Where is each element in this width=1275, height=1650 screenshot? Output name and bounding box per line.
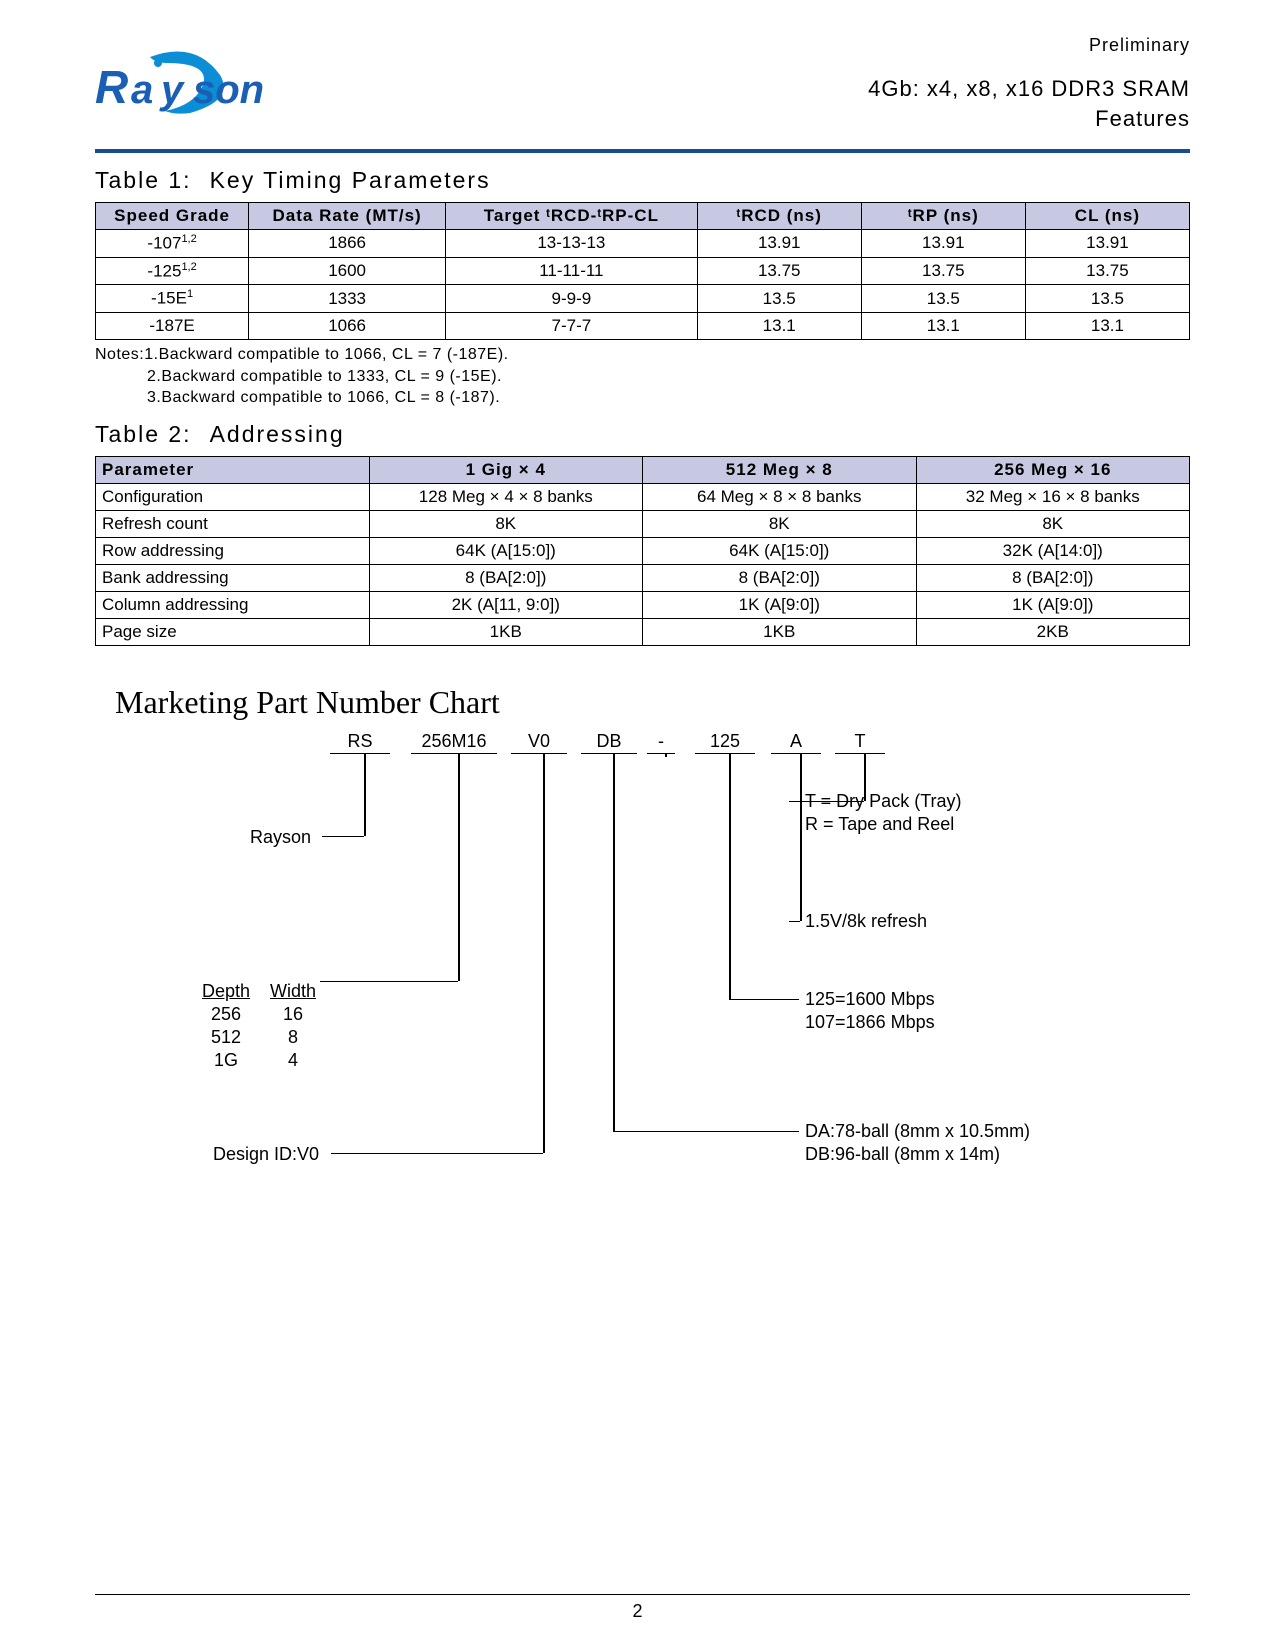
pn-note-rayson: Rayson — [250, 826, 311, 849]
pn-segment-spd: 125 — [695, 731, 755, 754]
pn-note-db: DA:78-ball (8mm x 10.5mm)DB:96-ball (8mm… — [805, 1120, 1030, 1167]
page-number: 2 — [0, 1601, 1275, 1622]
table-row: -187E10667-7-713.113.113.1 — [96, 312, 1190, 339]
product-title: 4Gb: x4, x8, x16 DDR3 SRAM Features — [868, 74, 1190, 133]
pn-segment-ref: A — [771, 731, 821, 754]
table-row: -15E113339-9-913.513.513.5 — [96, 285, 1190, 313]
table1-col-header: ᵗRCD (ns) — [697, 203, 861, 230]
marketing-chart-title: Marketing Part Number Chart — [115, 684, 1190, 721]
page-header: R a y son Preliminary 4Gb: x4, x8, x16 D… — [95, 35, 1190, 145]
svg-text:y: y — [159, 68, 185, 112]
table-row: Configuration128 Meg × 4 × 8 banks64 Meg… — [96, 483, 1190, 510]
table2-caption: Table 2:Addressing — [95, 421, 1190, 448]
table1-col-header: ᵗRP (ns) — [861, 203, 1025, 230]
pn-note-ref: 1.5V/8k refresh — [805, 910, 927, 933]
table1-timing: Speed GradeData Rate (MT/s)Target ᵗRCD-ᵗ… — [95, 202, 1190, 340]
table-row: Page size1KB1KB2KB — [96, 618, 1190, 645]
rayson-logo: R a y son — [95, 45, 315, 130]
pn-depth-width-table: DepthWidth2561651281G4 — [200, 979, 336, 1073]
table-row: Row addressing64K (A[15:0])64K (A[15:0])… — [96, 537, 1190, 564]
pn-segment-v0: V0 — [511, 731, 567, 754]
table1-col-header: Data Rate (MT/s) — [249, 203, 446, 230]
table2-col-header: 512 Meg × 8 — [643, 456, 917, 483]
svg-text:son: son — [193, 68, 264, 112]
table1-caption: Table 1:Key Timing Parameters — [95, 167, 1190, 194]
table-row: Column addressing2K (A[11, 9:0])1K (A[9:… — [96, 591, 1190, 618]
table2-col-header: Parameter — [96, 456, 370, 483]
header-rule — [95, 149, 1190, 153]
table-row: -1071,2186613-13-1313.9113.9113.91 — [96, 230, 1190, 258]
pn-segment-dash: - — [647, 731, 675, 754]
pn-note-design-id: Design ID:V0 — [213, 1143, 319, 1166]
pn-note-spd: 125=1600 Mbps107=1866 Mbps — [805, 988, 935, 1035]
pn-segment-pkg: T — [835, 731, 885, 754]
preliminary-label: Preliminary — [868, 35, 1190, 56]
table-row: -1251,2160011-11-1113.7513.7513.75 — [96, 257, 1190, 285]
table2-col-header: 1 Gig × 4 — [369, 456, 643, 483]
svg-text:a: a — [131, 68, 153, 112]
table1-notes: Notes:1.Backward compatible to 1066, CL … — [95, 344, 1190, 409]
svg-text:R: R — [95, 61, 128, 113]
table2-col-header: 256 Meg × 16 — [916, 456, 1190, 483]
product-title-line1: 4Gb: x4, x8, x16 DDR3 SRAM — [868, 76, 1190, 101]
table2-addressing: Parameter1 Gig × 4512 Meg × 8256 Meg × 1… — [95, 456, 1190, 646]
part-number-chart: RS 256M16 V0 DB-125 AT T = Dry Pack (Tray)R =… — [95, 731, 1190, 1291]
pn-segment-rs: RS — [330, 731, 390, 754]
footer-rule — [95, 1594, 1190, 1595]
product-title-line2: Features — [1095, 106, 1190, 131]
table-row: Refresh count8K8K8K — [96, 510, 1190, 537]
pn-note-pkg: T = Dry Pack (Tray)R = Tape and Reel — [805, 790, 962, 837]
table-row: Bank addressing8 (BA[2:0])8 (BA[2:0])8 (… — [96, 564, 1190, 591]
pn-segment-db: DB — [581, 731, 637, 754]
table1-col-header: Target ᵗRCD-ᵗRP-CL — [446, 203, 698, 230]
table1-col-header: CL (ns) — [1025, 203, 1189, 230]
table1-col-header: Speed Grade — [96, 203, 249, 230]
pn-segment-dw: 256M16 — [411, 731, 497, 754]
